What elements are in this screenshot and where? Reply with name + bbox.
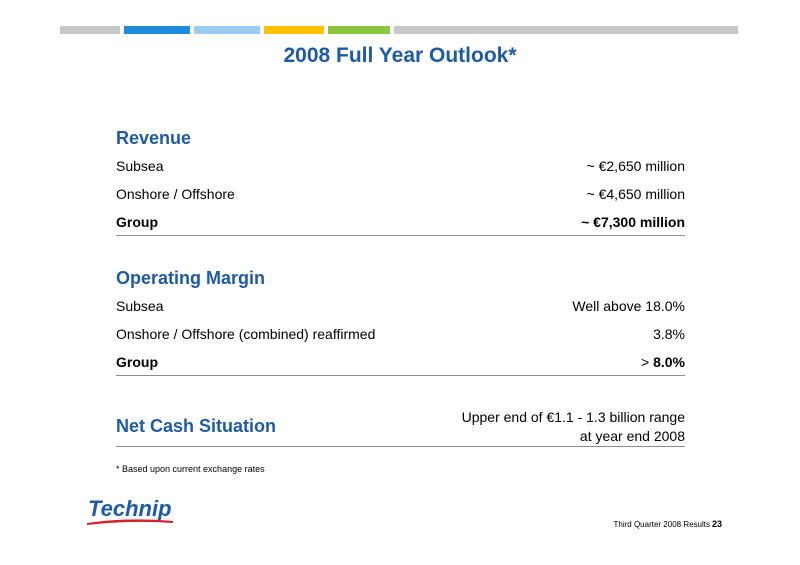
revenue-row-group: Group ~ €7,300 million (116, 214, 685, 236)
margin-row-onshore-offshore: Onshore / Offshore (combined) reaffirmed… (116, 326, 685, 348)
row-label: Subsea (116, 298, 164, 314)
margin-divider (116, 375, 685, 376)
net-cash-value-line1: Upper end of €1.1 - 1.3 billion range (461, 409, 685, 425)
row-label: Group (116, 214, 158, 230)
value-bold: 8.0% (653, 354, 685, 370)
logo-swoosh (87, 519, 173, 525)
net-cash-value: Upper end of €1.1 - 1.3 billion range at… (462, 408, 685, 446)
revenue-heading: Revenue (116, 128, 192, 148)
row-value: ~ €7,300 million (581, 214, 685, 230)
color-bar-segment (264, 26, 324, 34)
row-value: ~ €4,650 million (586, 186, 685, 202)
footnote: * Based upon current exchange rates (116, 464, 265, 474)
color-bar-segment (394, 26, 738, 34)
row-value: > 8.0% (641, 354, 685, 370)
margin-row-subsea: Subsea Well above 18.0% (116, 298, 685, 320)
footer-text: Third Quarter 2008 Results (613, 520, 711, 529)
row-value: 3.8% (653, 326, 685, 342)
margin-row-group: Group > 8.0% (116, 354, 685, 376)
revenue-row-subsea: Subsea ~ €2,650 million (116, 158, 685, 180)
value-prefix: > (641, 354, 650, 370)
row-label: Onshore / Offshore (combined) reaffirmed (116, 326, 376, 342)
net-cash-heading: Net Cash Situation (116, 416, 277, 436)
row-label: Group (116, 354, 158, 370)
operating-margin-heading: Operating Margin (116, 268, 266, 288)
page-title: 2008 Full Year Outlook* (283, 44, 517, 67)
row-label: Subsea (116, 158, 164, 174)
revenue-row-onshore-offshore: Onshore / Offshore ~ €4,650 million (116, 186, 685, 208)
technip-logo: Technip (87, 496, 173, 525)
net-cash-divider (116, 446, 685, 447)
color-bar-segment (124, 26, 190, 34)
row-value: ~ €2,650 million (586, 158, 685, 174)
color-bar-segment (60, 26, 120, 34)
row-label: Onshore / Offshore (116, 186, 235, 202)
color-bar-segment (328, 26, 390, 34)
color-bar-segment (194, 26, 260, 34)
footer: Third Quarter 2008 Results 23 (0, 519, 800, 532)
net-cash-value-line2: at year end 2008 (579, 428, 685, 444)
logo-text: Technip (88, 496, 172, 521)
row-value: Well above 18.0% (572, 298, 685, 314)
revenue-divider (116, 235, 685, 236)
page-number: 23 (711, 519, 722, 529)
